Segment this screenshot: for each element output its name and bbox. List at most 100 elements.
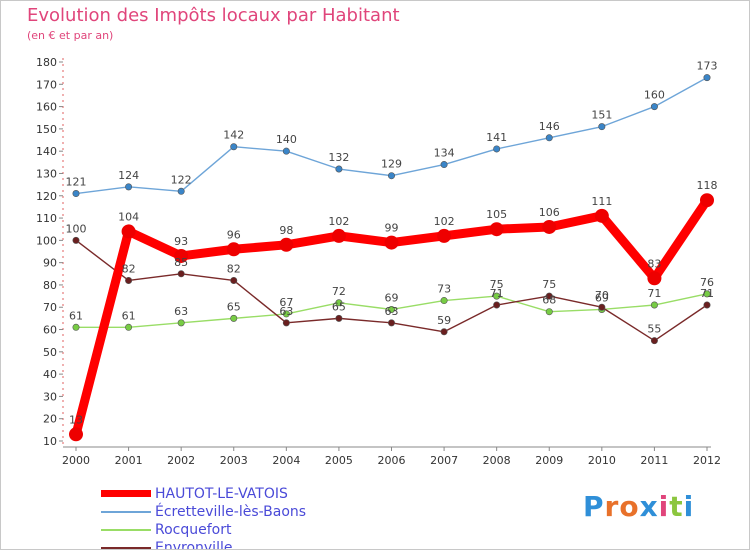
legend-swatch-hautot	[101, 490, 151, 497]
data-label: 151	[591, 109, 612, 122]
series-point-2	[230, 314, 238, 322]
series-point-0	[489, 222, 504, 237]
data-label: 70	[595, 289, 609, 302]
legend-label-envronville: Envronville	[155, 540, 233, 550]
data-label: 141	[486, 131, 507, 144]
series-point-2	[177, 319, 185, 327]
y-tick-label: 20	[43, 413, 57, 426]
data-label: 63	[385, 305, 399, 318]
y-tick-label: 50	[43, 346, 57, 359]
data-label: 111	[591, 195, 612, 208]
y-tick-label: 70	[43, 301, 57, 314]
series-point-3	[177, 270, 185, 278]
series-point-2	[125, 323, 133, 331]
data-label: 69	[595, 291, 609, 304]
data-label: 73	[437, 283, 451, 296]
series-point-1	[72, 190, 80, 198]
series-point-1	[703, 74, 711, 82]
chart-legend: HAUTOT-LE-VATOIS Écretteville-lès-Baons …	[101, 485, 361, 550]
series-point-1	[230, 143, 238, 151]
data-label: 75	[490, 278, 504, 291]
x-tick-label: 2012	[693, 454, 721, 467]
data-label: 63	[174, 305, 188, 318]
series-point-2	[335, 299, 343, 307]
series-point-0	[69, 427, 83, 442]
series-point-3	[493, 301, 501, 309]
data-label: 98	[279, 224, 293, 237]
data-label: 71	[700, 287, 714, 300]
legend-item-hautot[interactable]: HAUTOT-LE-VATOIS	[101, 485, 361, 503]
data-label: 105	[486, 208, 507, 221]
data-label: 55	[647, 323, 661, 336]
series-point-0	[384, 235, 399, 250]
series-point-1	[440, 161, 448, 169]
data-label: 118	[697, 179, 718, 192]
legend-swatch-ecretteville	[101, 511, 151, 513]
x-tick-label: 2011	[640, 454, 668, 467]
series-point-3	[282, 319, 290, 327]
chart-axes: 1020304050607080901001101201301401501601…	[36, 56, 721, 467]
series-point-3	[545, 292, 553, 300]
data-label: 140	[276, 133, 297, 146]
legend-swatch-rocquefort	[101, 529, 151, 531]
data-label: 146	[539, 120, 560, 133]
data-label: 173	[697, 60, 718, 73]
data-label: 13	[69, 413, 83, 426]
x-tick-label: 2008	[483, 454, 511, 467]
x-tick-label: 2000	[62, 454, 90, 467]
series-point-2	[703, 290, 711, 298]
series-point-2	[440, 297, 448, 305]
y-tick-label: 130	[36, 167, 57, 180]
data-label: 65	[332, 300, 346, 313]
logo-letter: P	[583, 490, 605, 523]
logo-letter: i	[658, 490, 670, 523]
data-label: 83	[647, 257, 661, 270]
x-tick-label: 2003	[220, 454, 248, 467]
y-tick-label: 120	[36, 190, 57, 203]
y-tick-label: 100	[36, 234, 57, 247]
y-tick-label: 60	[43, 324, 57, 337]
legend-item-rocquefort[interactable]: Rocquefort	[101, 521, 361, 539]
series-point-3	[335, 314, 343, 322]
chart-subtitle: (en € et par an)	[27, 29, 114, 42]
series-point-1	[598, 123, 606, 131]
data-label: 102	[328, 215, 349, 228]
data-label: 72	[332, 285, 346, 298]
y-tick-label: 40	[43, 368, 57, 381]
x-tick-label: 2004	[272, 454, 300, 467]
x-tick-label: 2005	[325, 454, 353, 467]
data-label: 61	[69, 309, 83, 322]
data-label: 102	[434, 215, 455, 228]
chart-title: Evolution des Impôts locaux par Habitant	[27, 5, 400, 26]
series-point-1	[335, 165, 343, 173]
series-point-0	[594, 208, 609, 223]
legend-item-envronville[interactable]: Envronville	[101, 539, 361, 550]
y-tick-label: 80	[43, 279, 57, 292]
series-point-1	[387, 172, 395, 180]
series-point-2	[650, 301, 658, 309]
series-point-0	[542, 219, 557, 234]
logo-letter: i	[683, 490, 695, 523]
series-point-3	[125, 276, 133, 284]
series-point-2	[282, 310, 290, 318]
data-label: 93	[174, 235, 188, 248]
data-label: 63	[279, 305, 293, 318]
data-label: 71	[647, 287, 661, 300]
series-point-3	[598, 303, 606, 311]
series-point-1	[282, 147, 290, 155]
y-tick-label: 150	[36, 123, 57, 136]
data-label: 142	[223, 129, 244, 142]
series-point-0	[121, 224, 136, 239]
series-point-3	[387, 319, 395, 327]
x-tick-label: 2001	[115, 454, 143, 467]
series-point-1	[125, 183, 133, 191]
series-point-0	[647, 271, 662, 286]
y-tick-label: 180	[36, 56, 57, 69]
data-label: 82	[227, 262, 241, 275]
series-point-3	[650, 337, 658, 345]
data-label: 68	[542, 294, 556, 307]
legend-swatch-envronville	[101, 547, 151, 549]
x-tick-label: 2007	[430, 454, 458, 467]
legend-item-ecretteville[interactable]: Écretteville-lès-Baons	[101, 503, 361, 521]
data-label: 122	[171, 173, 192, 186]
